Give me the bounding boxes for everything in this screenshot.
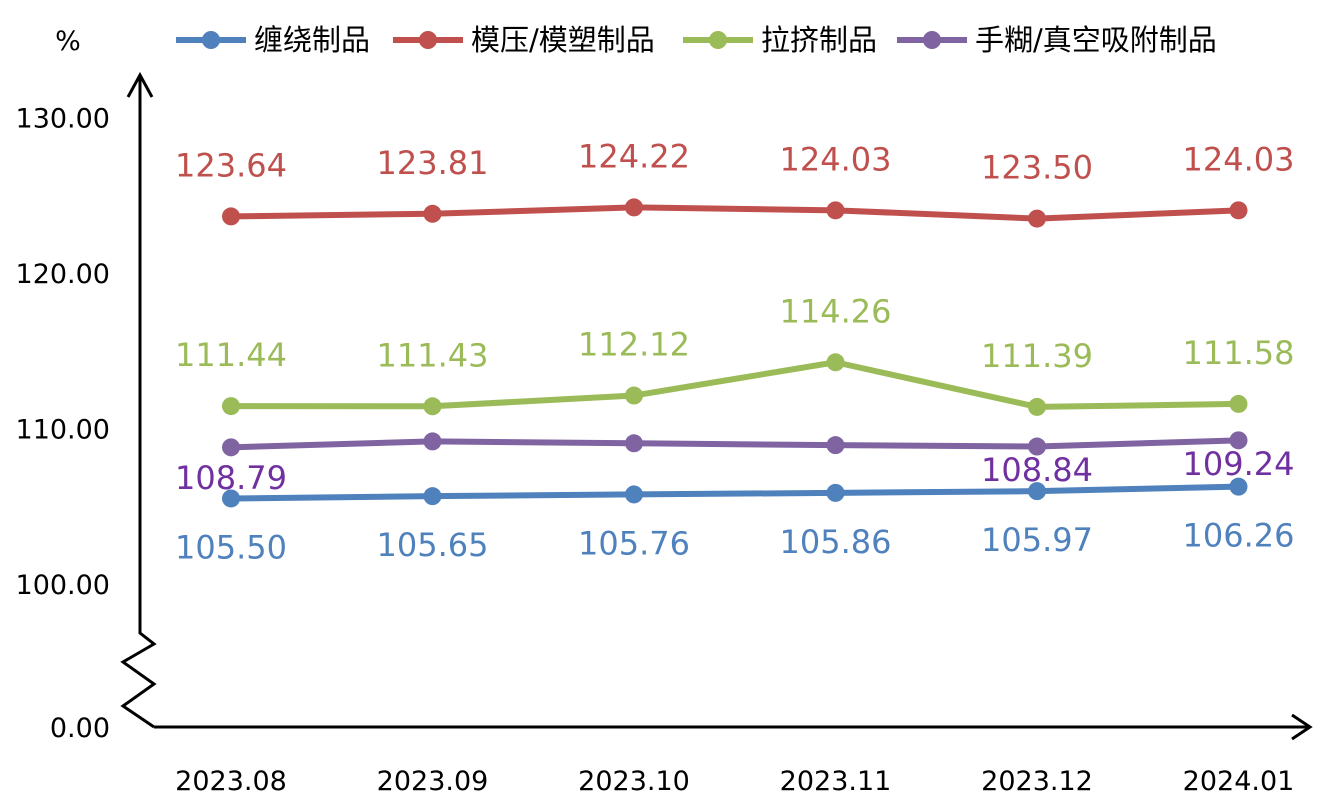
data-point xyxy=(423,487,442,506)
data-point xyxy=(423,432,442,451)
y-tick-label: 110.00 xyxy=(16,415,110,446)
data-point xyxy=(222,489,240,508)
data-point xyxy=(222,207,240,226)
data-point xyxy=(423,204,442,223)
legend-label: 手糊/真空吸附制品 xyxy=(975,23,1217,57)
legend-swatch-marker xyxy=(202,31,220,49)
data-point xyxy=(423,397,442,416)
data-point xyxy=(826,483,845,502)
legend-label: 模压/模塑制品 xyxy=(471,23,655,57)
series-line xyxy=(230,204,1239,222)
data-label: 111.39 xyxy=(981,337,1093,375)
series-line xyxy=(230,437,1239,451)
data-label: 108.79 xyxy=(175,459,287,497)
data-point xyxy=(222,438,240,457)
x-tick-label: 2023.08 xyxy=(175,766,287,797)
data-point xyxy=(222,397,240,416)
legend-label: 拉挤制品 xyxy=(761,23,877,57)
x-tick-label: 2023.10 xyxy=(578,766,690,797)
data-point xyxy=(1229,431,1248,450)
data-label: 111.58 xyxy=(1183,334,1295,372)
data-label: 123.50 xyxy=(981,149,1093,187)
x-tick-label: 2023.09 xyxy=(377,766,489,797)
data-label: 112.12 xyxy=(578,326,690,364)
data-point xyxy=(625,485,643,504)
data-label: 109.24 xyxy=(1183,445,1295,483)
x-tick-label: 2024.01 xyxy=(1183,766,1295,797)
series-line xyxy=(230,483,1239,502)
data-point xyxy=(625,386,643,405)
data-point xyxy=(1229,201,1248,220)
x-tick-label: 2023.11 xyxy=(780,766,892,797)
data-label: 108.84 xyxy=(981,451,1093,489)
data-point xyxy=(1229,477,1248,496)
data-point xyxy=(625,198,643,217)
data-label: 105.86 xyxy=(780,523,892,561)
data-label: 123.64 xyxy=(175,146,287,184)
data-label: 105.65 xyxy=(377,526,489,564)
data-label: 105.97 xyxy=(981,521,1093,559)
legend-swatch-marker xyxy=(923,31,941,49)
data-point xyxy=(1229,394,1248,413)
data-label: 105.50 xyxy=(175,528,287,566)
data-label: 124.03 xyxy=(1183,140,1295,178)
x-tick-label: 2023.12 xyxy=(981,766,1093,797)
y-tick-label: 130.00 xyxy=(16,104,110,135)
data-label: 111.44 xyxy=(175,336,287,374)
legend-swatch-marker xyxy=(419,31,437,49)
legend-label: 缠绕制品 xyxy=(254,23,370,57)
data-point xyxy=(1028,437,1046,456)
data-point xyxy=(826,201,845,220)
data-label: 114.26 xyxy=(780,292,892,330)
x-axis-arrow xyxy=(1291,713,1313,741)
legend-swatch-marker xyxy=(709,31,727,49)
data-point xyxy=(625,434,643,453)
y-tick-label: 0.00 xyxy=(50,713,110,744)
series-line xyxy=(230,359,1239,410)
y-axis-arrow xyxy=(126,71,154,98)
y-tick-label: 120.00 xyxy=(16,259,110,290)
y-axis-line xyxy=(120,75,157,729)
data-label: 123.81 xyxy=(377,144,489,182)
data-label: 124.03 xyxy=(780,140,892,178)
data-label: 106.26 xyxy=(1183,517,1295,555)
data-label: 105.76 xyxy=(578,524,690,562)
data-label: 111.43 xyxy=(377,336,489,374)
data-point xyxy=(1028,397,1046,416)
data-point xyxy=(1028,482,1046,501)
data-point xyxy=(826,353,845,372)
data-point xyxy=(1028,209,1046,228)
data-label: 124.22 xyxy=(578,137,690,175)
y-axis-label: % xyxy=(55,26,81,57)
y-tick-label: 100.00 xyxy=(16,570,110,601)
data-point xyxy=(826,436,845,455)
